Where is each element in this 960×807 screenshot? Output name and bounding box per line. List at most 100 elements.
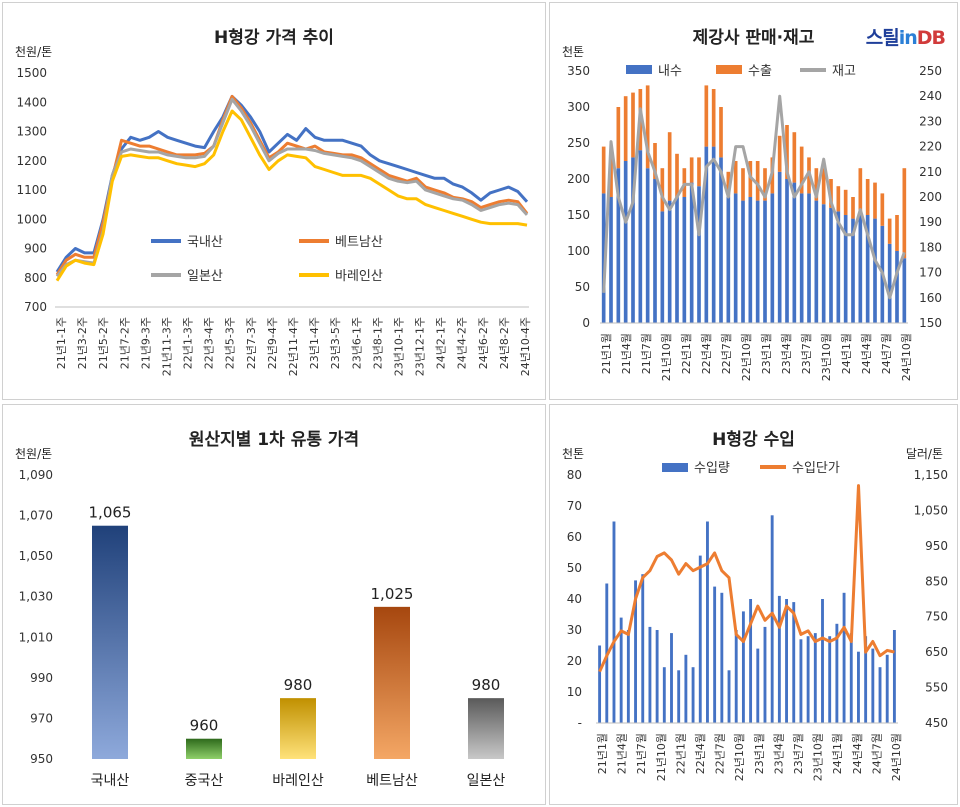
y-tick-label: 1,010: [19, 630, 53, 644]
x-tick-label: 23년4월: [772, 733, 785, 774]
x-tick-label: 22년7월: [714, 733, 727, 774]
legend-label: 베트남산: [335, 235, 383, 250]
import-qty-bar: [799, 639, 803, 723]
x-tick-label: 22년1월: [680, 333, 693, 374]
bar-domestic: [689, 182, 694, 323]
x-tick-label: 21년1월: [596, 733, 609, 774]
bar-export: [895, 215, 899, 251]
y-tick-label: 150: [567, 208, 590, 222]
sales-inventory-chart: 0 50 100 150 200 250 300 350 150 160 170 180 190 200 2…: [567, 64, 942, 381]
x-tick-label: 23년7월: [800, 333, 813, 374]
y2-tick-label: 200: [919, 190, 942, 204]
y-tick-label: 50: [575, 280, 590, 294]
y-tick-label: 700: [24, 300, 47, 314]
bar-export: [792, 132, 797, 183]
x-tick-label: 23년3-5주: [329, 317, 342, 369]
y2-tick-label: 230: [919, 114, 942, 128]
bar-export: [667, 132, 672, 201]
y2-tick-label: 250: [919, 64, 942, 78]
bar-export: [719, 107, 723, 158]
y2-tick-label: 550: [925, 681, 948, 695]
x-tick-label: 23년1월: [753, 733, 766, 774]
import-qty-bar: [619, 617, 623, 723]
sales-inventory-panel: 제강사 판매·재고 천톤 스틸inDB 0 50 100 150 200 250 300 35…: [549, 2, 958, 400]
import-qty-bar: [842, 592, 846, 723]
y-tick-label: 900: [24, 242, 47, 256]
bar-domestic: [829, 207, 833, 323]
import-qty-bar: [626, 630, 630, 723]
category-label: 바레인산: [272, 773, 324, 789]
import-qty-bar: [706, 521, 709, 723]
x-tick-label: 23년10월: [820, 333, 833, 381]
x-tick-label: 21년9-3주: [139, 317, 152, 369]
bar-export: [777, 135, 782, 172]
import-ylabel: 천톤: [562, 447, 585, 461]
bar-domestic: [711, 146, 716, 323]
x-tick-label: 24년7월: [880, 333, 893, 374]
bar-domestic: [814, 200, 819, 323]
import-qty-bar: [670, 633, 673, 723]
bar-domestic: [777, 171, 782, 323]
bar-domestic: [763, 200, 767, 323]
y-tick-label: 1,030: [19, 590, 53, 604]
y2-tick-label: 160: [919, 291, 942, 305]
import-qty-bar: [713, 586, 717, 723]
bar-domestic: [726, 197, 731, 323]
import-qty-bar: [691, 667, 695, 723]
bar-export: [821, 168, 826, 205]
y2-tick-label: 1,050: [914, 503, 948, 517]
value-label: 1,065: [89, 504, 132, 522]
bar-domestic: [675, 197, 679, 323]
bar-export: [843, 189, 848, 215]
bar-domestic: [865, 215, 870, 323]
import-qty-bar: [634, 580, 637, 723]
import-qty-bar: [648, 626, 652, 723]
import-title: H형강 수입: [712, 430, 795, 450]
y2-tick-label: 750: [925, 610, 948, 624]
y-tick-label: -: [578, 716, 582, 730]
price-trend-ylabel: 천원/톤: [15, 45, 53, 59]
import-qty-bar: [677, 670, 681, 723]
x-tick-label: 24년10월: [890, 733, 903, 781]
series-line-vietnam: [55, 94, 529, 276]
bar-export: [741, 168, 745, 201]
legend-swatch: [662, 463, 688, 472]
y-tick-label: 70: [567, 499, 582, 513]
inventory-line: [602, 94, 906, 300]
y-tick-label: 250: [567, 136, 590, 150]
import-qty-bar: [878, 667, 882, 723]
series-line-domestic: [55, 94, 529, 273]
bar-export: [814, 168, 819, 201]
price-trend-chart: 700 800 900 1000 1100 1200 1300 1400 1500 21년1-1주…: [16, 66, 532, 376]
x-tick-label: 22년10월: [740, 333, 753, 381]
legend-label: 재고: [832, 64, 856, 79]
y-tick-label: 80: [567, 468, 582, 482]
bar-domestic: [616, 168, 621, 323]
bar-export: [902, 168, 907, 259]
x-tick-label: 22년9-4주: [266, 317, 279, 369]
bar-domestic: [741, 200, 745, 323]
y2-tick-label: 170: [919, 266, 942, 280]
bar-export: [763, 168, 767, 201]
legend-label: 수입량: [694, 461, 730, 476]
x-tick-label: 21년10월: [655, 733, 668, 781]
x-tick-label: 23년10월: [812, 733, 825, 781]
y-tick-label: 1100: [16, 183, 47, 197]
bar-domestic: [638, 150, 643, 323]
import-qty-bar: [756, 648, 760, 723]
bar-domestic: [902, 258, 907, 323]
y-tick-label: 200: [567, 172, 590, 186]
import-qty-bar: [612, 521, 616, 723]
y2-tick-label: 210: [919, 165, 942, 179]
bar-domestic: [836, 211, 841, 323]
bar-domestic: [799, 193, 804, 323]
bar-export: [887, 218, 892, 244]
import-qty-bar: [684, 654, 688, 723]
y-tick-label: 20: [567, 654, 582, 668]
y2-tick-label: 180: [919, 240, 942, 254]
x-tick-label: 21년11-3주: [160, 317, 173, 376]
bar-export: [851, 197, 855, 219]
x-tick-label: 22년11-4주: [287, 317, 300, 376]
sales-inventory-ylabel: 천톤: [562, 45, 585, 59]
import-qty-bar: [885, 654, 889, 723]
